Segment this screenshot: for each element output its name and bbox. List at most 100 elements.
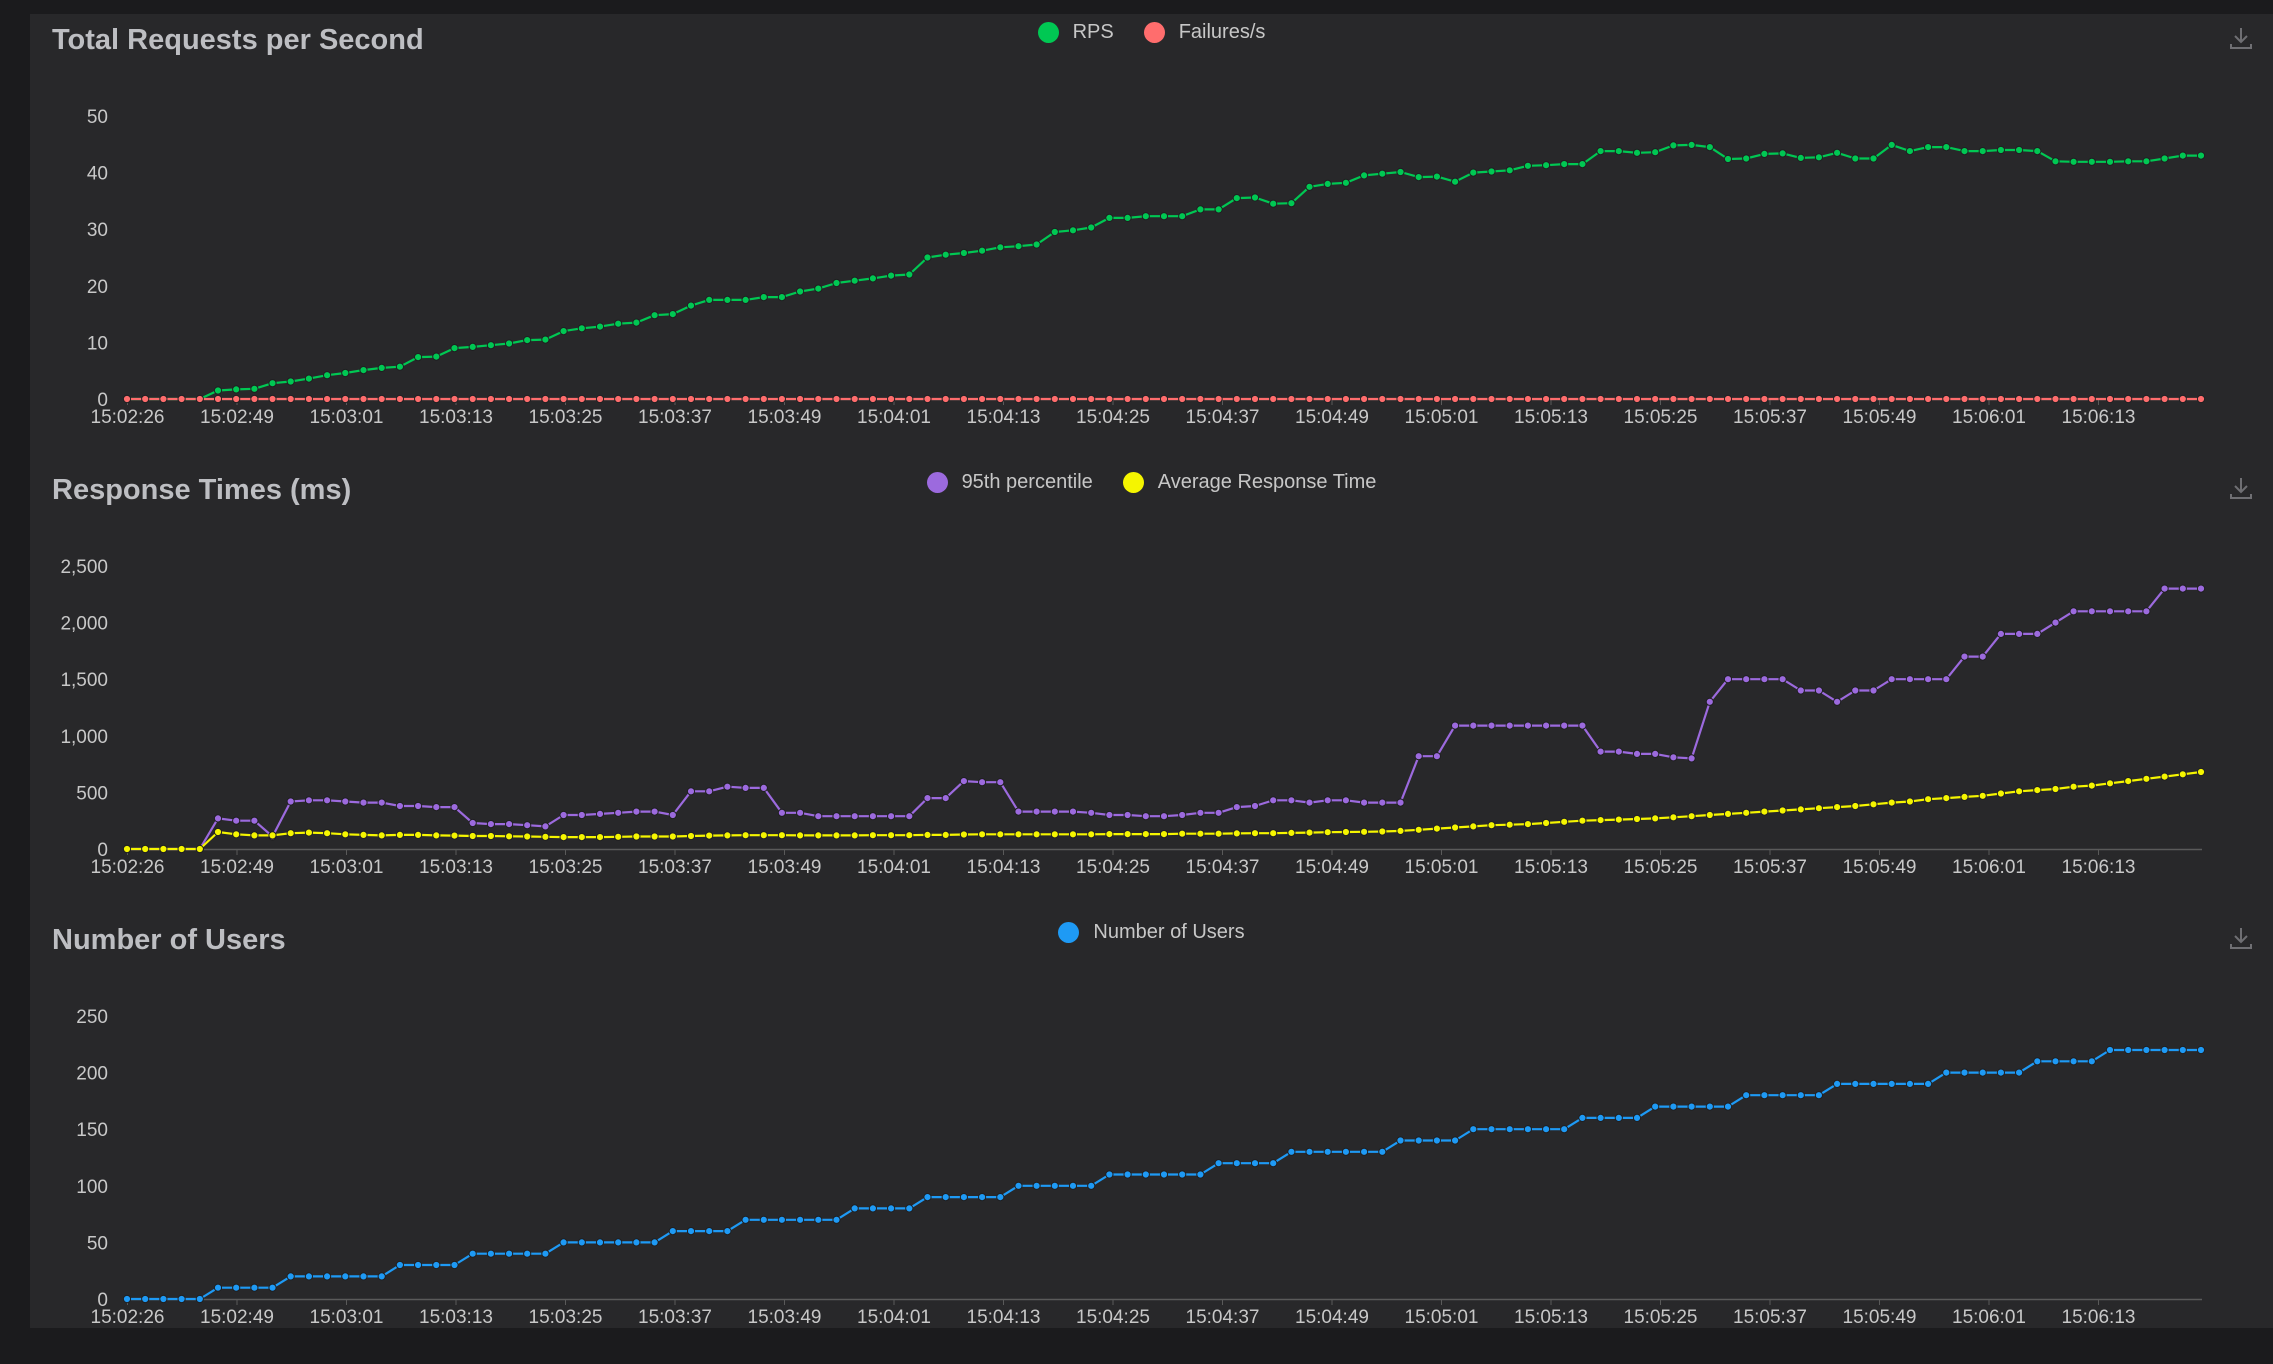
data-point[interactable] xyxy=(2160,584,2169,593)
data-point[interactable] xyxy=(559,394,568,404)
data-point[interactable] xyxy=(705,295,714,304)
data-point[interactable] xyxy=(1705,810,1714,820)
data-point[interactable] xyxy=(341,830,350,839)
data-point[interactable] xyxy=(2124,1045,2133,1055)
data-point[interactable] xyxy=(1814,686,1824,695)
data-point[interactable] xyxy=(1250,394,1260,404)
data-point[interactable] xyxy=(450,394,459,404)
data-point[interactable] xyxy=(1141,394,1150,404)
data-point[interactable] xyxy=(1669,394,1678,404)
data-point[interactable] xyxy=(1687,1102,1696,1111)
data-point[interactable] xyxy=(2033,394,2042,404)
data-point[interactable] xyxy=(996,830,1005,839)
data-point[interactable] xyxy=(2015,629,2024,638)
data-point[interactable] xyxy=(1632,148,1642,157)
data-point[interactable] xyxy=(1396,1136,1405,1145)
data-point[interactable] xyxy=(577,394,586,404)
data-point[interactable] xyxy=(377,831,386,840)
data-point[interactable] xyxy=(1578,160,1587,169)
data-point[interactable] xyxy=(1542,818,1551,828)
data-point[interactable] xyxy=(1068,830,1078,839)
data-point[interactable] xyxy=(1159,812,1169,821)
data-point[interactable] xyxy=(1451,1136,1460,1145)
data-point[interactable] xyxy=(1742,675,1751,684)
download-icon[interactable] xyxy=(2227,474,2255,502)
data-point[interactable] xyxy=(2069,157,2078,166)
data-point[interactable] xyxy=(650,311,659,320)
data-point[interactable] xyxy=(2015,145,2024,155)
data-point[interactable] xyxy=(650,1238,659,1247)
data-point[interactable] xyxy=(1432,752,1442,761)
data-point[interactable] xyxy=(2124,777,2133,786)
data-point[interactable] xyxy=(559,327,568,336)
data-point[interactable] xyxy=(432,831,441,840)
data-point[interactable] xyxy=(1760,1091,1769,1100)
data-point[interactable] xyxy=(1924,675,1933,684)
data-point[interactable] xyxy=(2160,1045,2169,1055)
data-point[interactable] xyxy=(814,394,823,404)
data-point[interactable] xyxy=(1814,1091,1824,1100)
data-point[interactable] xyxy=(1960,1068,1969,1077)
data-point[interactable] xyxy=(304,394,313,404)
data-point[interactable] xyxy=(1068,1181,1078,1190)
data-point[interactable] xyxy=(1742,394,1751,404)
data-point[interactable] xyxy=(1905,797,1915,806)
data-point[interactable] xyxy=(141,1294,150,1304)
data-point[interactable] xyxy=(1432,1136,1442,1145)
data-point[interactable] xyxy=(686,394,696,404)
data-point[interactable] xyxy=(814,1215,823,1224)
data-point[interactable] xyxy=(577,810,586,820)
data-point[interactable] xyxy=(2160,154,2169,163)
data-point[interactable] xyxy=(1414,825,1423,834)
data-point[interactable] xyxy=(2142,1045,2151,1055)
data-point[interactable] xyxy=(1523,1125,1533,1134)
data-point[interactable] xyxy=(1814,394,1824,404)
data-point[interactable] xyxy=(1305,394,1314,404)
data-point[interactable] xyxy=(741,394,750,404)
data-point[interactable] xyxy=(232,830,241,839)
data-point[interactable] xyxy=(1960,792,1969,801)
data-point[interactable] xyxy=(1469,168,1478,177)
data-point[interactable] xyxy=(1596,147,1605,156)
data-point[interactable] xyxy=(614,1238,623,1247)
data-point[interactable] xyxy=(213,814,223,823)
data-point[interactable] xyxy=(1978,394,1987,404)
data-point[interactable] xyxy=(2033,1057,2042,1066)
data-point[interactable] xyxy=(159,1294,168,1304)
data-point[interactable] xyxy=(1141,1170,1150,1179)
data-point[interactable] xyxy=(323,796,332,805)
data-point[interactable] xyxy=(1105,810,1114,820)
data-point[interactable] xyxy=(777,394,787,404)
data-point[interactable] xyxy=(2178,151,2187,160)
data-point[interactable] xyxy=(2033,786,2042,795)
data-point[interactable] xyxy=(1050,1181,1059,1190)
data-point[interactable] xyxy=(395,1260,404,1270)
data-point[interactable] xyxy=(2051,394,2060,404)
data-point[interactable] xyxy=(395,830,404,839)
data-point[interactable] xyxy=(395,801,404,811)
data-point[interactable] xyxy=(323,1272,332,1281)
data-point[interactable] xyxy=(141,394,150,404)
data-point[interactable] xyxy=(959,394,969,404)
data-point[interactable] xyxy=(1214,808,1223,817)
data-point[interactable] xyxy=(1378,169,1387,178)
data-point[interactable] xyxy=(1687,812,1696,821)
data-point[interactable] xyxy=(1032,1181,1041,1190)
data-point[interactable] xyxy=(1414,173,1423,182)
data-point[interactable] xyxy=(468,342,477,351)
data-point[interactable] xyxy=(1796,153,1805,162)
data-point[interactable] xyxy=(668,310,677,319)
data-point[interactable] xyxy=(1014,242,1023,251)
data-point[interactable] xyxy=(450,831,459,840)
data-point[interactable] xyxy=(923,830,932,839)
data-point[interactable] xyxy=(414,1260,423,1270)
data-point[interactable] xyxy=(1196,1170,1205,1179)
data-point[interactable] xyxy=(541,394,550,404)
data-point[interactable] xyxy=(796,831,805,840)
data-point[interactable] xyxy=(1596,747,1605,756)
data-point[interactable] xyxy=(1742,808,1751,817)
data-point[interactable] xyxy=(1723,675,1733,684)
data-point[interactable] xyxy=(1414,1136,1423,1145)
data-point[interactable] xyxy=(2087,157,2096,166)
data-point[interactable] xyxy=(505,1249,514,1258)
